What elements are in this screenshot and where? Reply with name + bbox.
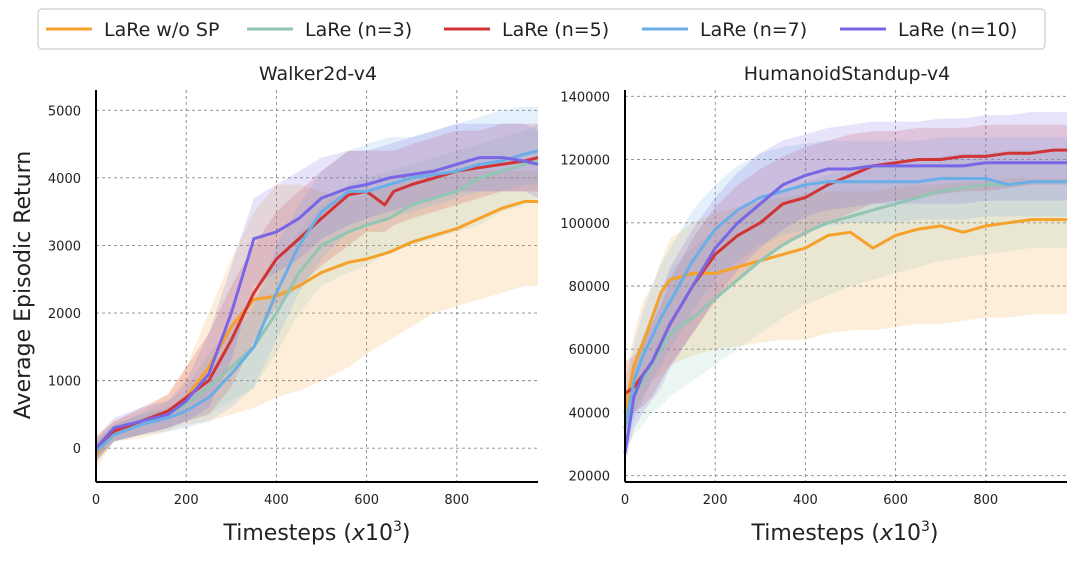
walker2d-v4-x-tick-label: 400 xyxy=(264,493,289,508)
legend-label-n5: LaRe (n=5) xyxy=(502,19,609,41)
panel-title-humanoid: HumanoidStandup-v4 xyxy=(744,63,951,85)
walker2d-v4-y-tick-label: 4000 xyxy=(48,172,81,187)
humanoidstandup-v4-x-tick-label: 600 xyxy=(883,493,908,508)
humanoidstandup-v4-line-lare-n-3 xyxy=(623,180,1067,429)
walker2d-v4-line-lare-n-7 xyxy=(94,149,539,453)
legend: LaRe w/o SP LaRe (n=3) LaRe (n=5) LaRe (… xyxy=(37,8,1046,50)
legend-label-wo-sp: LaRe w/o SP xyxy=(104,19,219,41)
legend-label-n10: LaRe (n=10) xyxy=(898,19,1017,41)
x-axis-label-walker-suffix: ) xyxy=(402,521,411,546)
humanoidstandup-v4-y-tick-label: 80000 xyxy=(569,280,610,295)
walker2d-v4-y-tick-label: 1000 xyxy=(48,375,81,390)
plot-humanoidstandup: 0 200 400 600 800 20000 40000 60000 80000 100000 1… xyxy=(560,90,1067,508)
walker2d-v4-y-tick-label: 3000 xyxy=(48,239,81,254)
panel-title-walker: Walker2d-v4 xyxy=(259,63,377,85)
x-axis-label-humanoid-exp: 3 xyxy=(921,519,930,535)
plot-walker2d: 0 200 400 600 800 0 1000 2000 3000 4000 5000 xyxy=(48,90,539,508)
walker2d-v4-x-tick-label: 600 xyxy=(354,493,379,508)
legend-label-n3: LaRe (n=3) xyxy=(305,19,412,41)
humanoidstandup-v4-y-tick-label: 20000 xyxy=(569,470,610,485)
walker2d-v4-y-tick-label: 2000 xyxy=(48,307,81,322)
legend-frame xyxy=(37,8,1046,50)
y-axis-label: Average Episodic Return xyxy=(11,151,36,419)
walker2d-v4-y-tick-label: 0 xyxy=(73,442,81,457)
humanoidstandup-v4-y-tick-label: 60000 xyxy=(569,343,610,358)
x-axis-label-humanoid: Timesteps (x103) xyxy=(750,519,938,546)
humanoidstandup-v4-band-lare-n-7 xyxy=(625,137,1067,451)
humanoidstandup-v4-x-tick-label: 400 xyxy=(793,493,818,508)
humanoidstandup-v4-band-lare-n-10 xyxy=(625,112,1067,463)
walker2d-v4-x-tick-label: 200 xyxy=(174,493,199,508)
humanoidstandup-v4-y-tick-label: 120000 xyxy=(560,154,610,169)
x-axis-label-walker: Timesteps (x103) xyxy=(222,519,410,546)
walker2d-v4-band-lare-n-7 xyxy=(96,106,538,462)
legend-label-n7: LaRe (n=7) xyxy=(700,19,807,41)
humanoidstandup-v4-line-lare-n-10 xyxy=(623,161,1067,454)
humanoidstandup-v4-x-tick-label: 800 xyxy=(973,493,998,508)
walker2d-v4-x-tick-label: 0 xyxy=(92,493,100,508)
humanoidstandup-v4-x-tick-label: 0 xyxy=(621,493,629,508)
walker2d-v4-x-tick-label: 800 xyxy=(444,493,469,508)
humanoidstandup-v4-line-lare-w-o-sp xyxy=(623,218,1067,413)
humanoidstandup-v4-x-tick-label: 200 xyxy=(703,493,728,508)
x-axis-label-walker-prefix: Timesteps ( xyxy=(222,521,351,546)
humanoidstandup-v4-y-tick-label: 140000 xyxy=(560,90,610,105)
x-axis-label-walker-var: x xyxy=(351,521,366,546)
x-axis-label-humanoid-suffix: ) xyxy=(930,521,939,546)
x-axis-label-humanoid-var: x xyxy=(879,521,894,546)
x-axis-label-humanoid-prefix: Timesteps ( xyxy=(750,521,879,546)
humanoidstandup-v4-line-lare-n-7 xyxy=(623,177,1067,429)
humanoidstandup-v4-band-lare-n-5 xyxy=(625,124,1067,419)
humanoidstandup-v4-y-tick-label: 40000 xyxy=(569,406,610,421)
x-axis-label-walker-base: 10 xyxy=(365,521,393,546)
x-axis-label-humanoid-base: 10 xyxy=(893,521,921,546)
walker2d-v4-band-lare-w-o-sp xyxy=(96,171,538,469)
humanoidstandup-v4-y-tick-label: 100000 xyxy=(560,217,610,232)
walker2d-v4-y-tick-label: 5000 xyxy=(48,104,81,119)
humanoidstandup-v4-band-lare-w-o-sp xyxy=(625,178,1067,445)
walker2d-v4-line-lare-n-10 xyxy=(94,156,539,450)
x-axis-label-walker-exp: 3 xyxy=(393,519,402,535)
